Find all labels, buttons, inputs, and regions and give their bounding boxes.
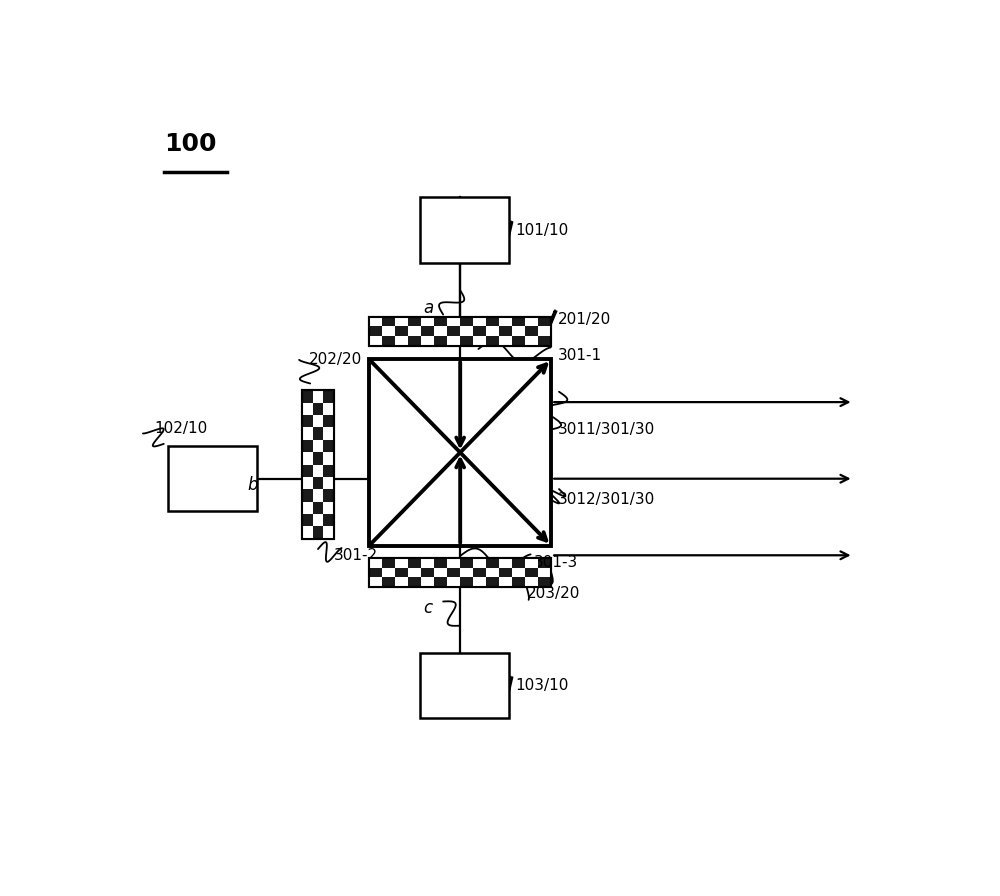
Bar xyxy=(302,526,313,538)
Text: 3011/301/30: 3011/301/30 xyxy=(557,422,655,437)
Bar xyxy=(460,326,473,336)
Bar xyxy=(499,336,512,346)
Bar xyxy=(302,502,313,514)
Text: 100: 100 xyxy=(164,132,216,156)
Text: 102/10: 102/10 xyxy=(154,421,208,435)
Bar xyxy=(302,427,313,440)
Text: 301-2: 301-2 xyxy=(334,548,378,564)
Text: 202/20: 202/20 xyxy=(309,352,362,366)
Text: 103/10: 103/10 xyxy=(515,678,568,694)
Bar xyxy=(447,558,460,568)
Bar xyxy=(323,402,334,415)
Bar xyxy=(525,316,538,326)
Bar xyxy=(499,577,512,587)
Bar xyxy=(473,558,486,568)
Bar xyxy=(382,326,395,336)
Bar xyxy=(302,391,334,538)
Bar xyxy=(447,336,460,346)
Bar xyxy=(395,577,408,587)
Text: 101/10: 101/10 xyxy=(515,223,568,237)
Bar xyxy=(302,452,313,464)
Text: a: a xyxy=(423,298,434,316)
Bar xyxy=(525,336,538,346)
Bar xyxy=(473,336,486,346)
Bar xyxy=(420,197,509,263)
Bar xyxy=(369,558,382,568)
Bar xyxy=(395,558,408,568)
Text: 3012/301/30: 3012/301/30 xyxy=(557,492,655,507)
Text: b: b xyxy=(247,476,258,494)
Bar xyxy=(323,526,334,538)
Bar xyxy=(369,359,551,546)
Bar xyxy=(369,316,551,346)
Bar xyxy=(420,652,509,718)
Bar xyxy=(313,391,323,402)
Bar xyxy=(395,336,408,346)
Bar xyxy=(302,477,313,489)
Bar xyxy=(302,402,313,415)
Bar xyxy=(499,558,512,568)
Bar xyxy=(473,577,486,587)
Bar xyxy=(369,316,551,346)
Bar xyxy=(538,326,551,336)
Bar xyxy=(447,316,460,326)
Bar xyxy=(538,568,551,577)
Bar xyxy=(525,577,538,587)
Bar xyxy=(408,326,421,336)
Text: 203/20: 203/20 xyxy=(526,586,580,600)
Bar xyxy=(486,326,499,336)
Bar xyxy=(382,568,395,577)
Bar xyxy=(395,316,408,326)
Bar xyxy=(525,558,538,568)
Bar xyxy=(421,336,434,346)
Bar xyxy=(421,316,434,326)
Bar xyxy=(369,336,382,346)
Bar xyxy=(512,568,525,577)
Text: 301-3: 301-3 xyxy=(533,556,578,571)
Bar xyxy=(323,427,334,440)
Bar xyxy=(421,577,434,587)
Bar xyxy=(369,558,551,587)
Bar xyxy=(473,316,486,326)
Bar xyxy=(323,502,334,514)
Bar xyxy=(408,568,421,577)
Bar xyxy=(313,464,323,477)
Bar xyxy=(434,568,447,577)
Bar xyxy=(168,445,257,511)
Bar xyxy=(499,316,512,326)
Bar xyxy=(369,558,551,587)
Bar xyxy=(313,440,323,452)
Bar xyxy=(302,391,334,538)
Bar xyxy=(323,452,334,464)
Bar xyxy=(434,326,447,336)
Bar xyxy=(369,577,382,587)
Bar xyxy=(447,577,460,587)
Bar xyxy=(460,568,473,577)
Bar xyxy=(313,514,323,526)
Bar xyxy=(323,477,334,489)
Bar xyxy=(369,316,382,326)
Bar xyxy=(313,489,323,502)
Bar xyxy=(421,558,434,568)
Text: 201/20: 201/20 xyxy=(557,312,611,327)
Bar xyxy=(313,415,323,427)
Bar xyxy=(512,326,525,336)
Text: 301-1: 301-1 xyxy=(557,349,602,364)
Text: c: c xyxy=(423,599,432,617)
Bar xyxy=(486,568,499,577)
